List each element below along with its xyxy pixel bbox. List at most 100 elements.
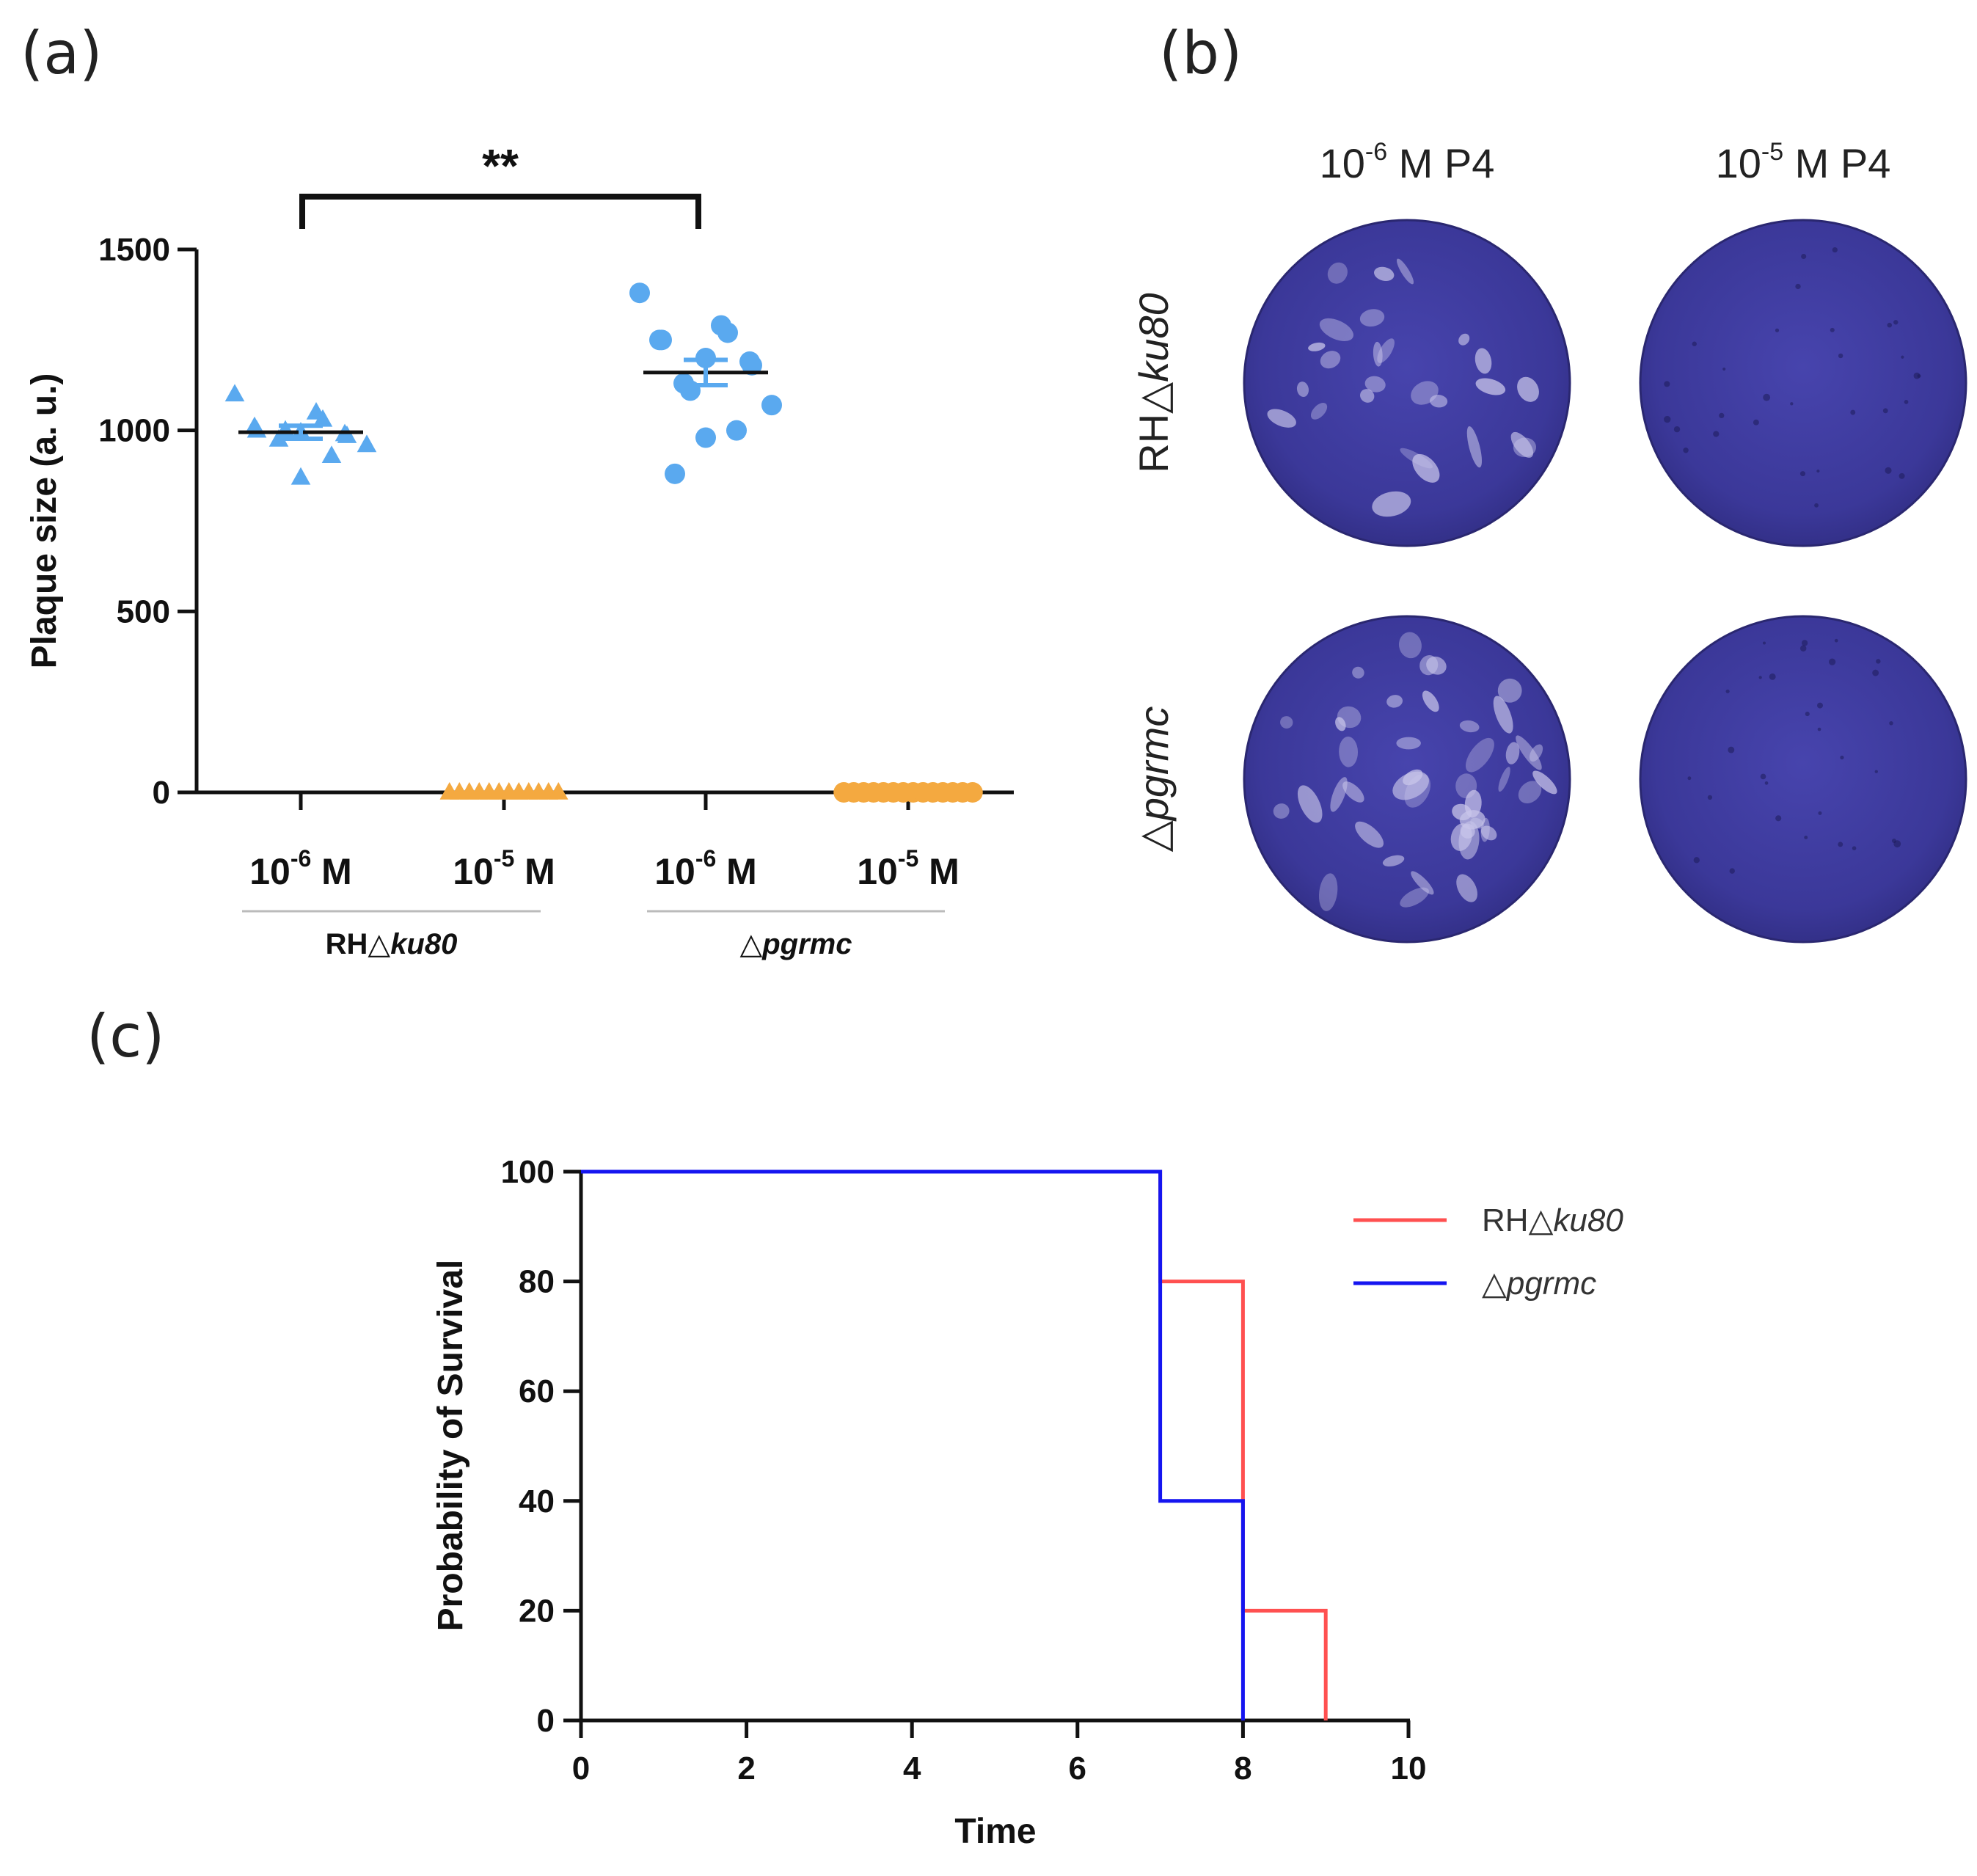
a-data-point [717,322,738,343]
c-x-axis-title: Time [954,1812,1036,1851]
a-y-tick-label: 1000 [98,413,170,449]
plate-dark-speck [1917,374,1921,378]
a-category-labels: 10-6 M 10-5 M 10-6 M 10-5 M [249,845,960,892]
significance-bracket: ** [299,139,701,229]
c-x-tick-label: 8 [1234,1751,1251,1786]
plate-dark-speck [1850,409,1856,415]
plate-dark-speck [1713,431,1720,437]
a-group-italic: ku80 [390,928,457,960]
panel-label-a: (a) [21,19,102,87]
panel-label-c: (c) [87,1002,164,1070]
plate-dark-speck [1775,328,1780,332]
a-data-point [695,427,716,448]
plate-dark-speck [1728,746,1735,753]
a-category-label: 10-5 M [453,845,555,892]
a-y-axis-title: Plaque size (a. u.) [25,373,64,669]
plate-dark-speck [1692,341,1697,346]
plaque-spot [1352,666,1364,679]
a-data-point [290,467,311,485]
plate-disc [1639,219,1967,547]
a-data-points [224,282,983,803]
a-category-unit: M [918,851,960,892]
plaque-spot [1480,825,1497,841]
plate-dark-speck [1829,658,1836,665]
c-y-tick-label: 80 [519,1264,555,1300]
a-data-point [726,420,747,441]
plaque-spot [1400,887,1429,908]
plate-dark-speck [1838,353,1843,359]
a-y-tick-label: 500 [117,594,170,629]
b-row-delta: △ [1130,820,1177,852]
c-y-tick-label: 40 [519,1483,555,1519]
plate-dark-speck [1707,795,1713,800]
plate-dark-speck [1830,327,1835,332]
plaque-spot [1498,767,1510,792]
c-y-tick-label: 60 [519,1373,555,1409]
a-x-ticks [299,792,910,810]
plate-dark-speck [1760,773,1766,780]
plaque-spot [1386,695,1403,708]
a-y-ticks: 0 500 1000 1500 [98,232,197,811]
plaque-spot [1364,376,1386,393]
significance-label: ** [482,139,519,192]
plate-dark-speck [1832,247,1838,253]
plaque-spot [1342,781,1364,803]
a-group-label: △pgrmc [739,928,852,960]
plaque-spot [1466,426,1483,468]
a-category-base: 10 [453,851,494,892]
plate-dark-speck [1889,721,1893,726]
plaque-spot [1396,737,1421,750]
a-data-point [629,282,650,304]
plaque-spot [1374,266,1395,281]
a-data-point [962,782,983,803]
plaque-spot [1330,777,1348,812]
plaque-spot [1372,491,1411,517]
plaque-spot [1458,333,1470,346]
a-group-prefix: RH [326,928,368,960]
c-series-line [581,1169,1328,1720]
a-data-point [548,782,569,800]
plate-dark-speck [1840,755,1844,760]
plaque-spot [1493,696,1513,734]
plaque-spot [1310,403,1328,420]
plaque-spot [1430,395,1448,408]
plaque-spot [1475,378,1506,395]
plaque-spot [1337,706,1362,729]
c-x-tick-label: 2 [737,1751,755,1786]
a-category-label: 10-6 M [249,845,352,892]
b-row-headers: RH△ku80△pgrmc [1130,293,1177,852]
plaque-spot [1464,789,1482,818]
c-x-tick-label: 4 [903,1751,921,1786]
b-row-delta: △ [1130,382,1177,414]
c-y-tick-label: 100 [501,1154,555,1190]
plaque-spot [1456,874,1478,902]
a-group-label: RH△ku80 [326,928,458,960]
plaque-plate [1639,615,1967,944]
a-y-tick-label: 1500 [98,232,170,268]
plaque-spot [1296,382,1309,398]
plaque-spot [1400,448,1433,469]
a-group-delta: △ [368,928,390,960]
plate-dark-speck [1664,415,1671,423]
plate-dark-speck [1758,676,1762,679]
b-column-headers: 10-6 M P4 10-5 M P4 [1320,138,1891,186]
plate-dark-speck [1664,381,1670,387]
plate-dark-speck [1838,842,1843,847]
plate-dark-speck [1799,471,1806,477]
plaque-spot [1339,736,1359,767]
plaque-spot [1319,318,1354,341]
a-category-base: 10 [249,851,290,892]
c-y-tick-label: 20 [519,1593,555,1629]
a-data-point [761,395,782,416]
c-legend-delta: △ [1482,1266,1507,1302]
a-category-label: 10-6 M [654,845,757,892]
plaque-spot [1517,376,1539,402]
a-category-exponent: -5 [898,845,918,872]
panel-label-b: (b) [1159,19,1242,87]
a-data-point [337,426,357,443]
plate-dark-speck [1722,367,1726,371]
plaque-spot [1497,678,1522,703]
significance-bracket-line [299,194,701,229]
